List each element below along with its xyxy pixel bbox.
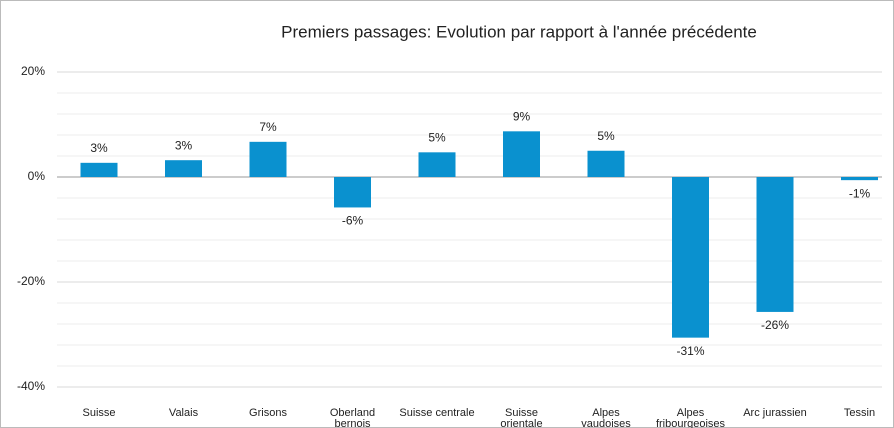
bar xyxy=(841,177,878,181)
x-tick-label: Valais xyxy=(169,407,199,419)
x-tick-label-line: Suisse xyxy=(505,407,538,419)
bar xyxy=(334,177,371,208)
data-label: -26% xyxy=(761,318,789,332)
chart-title: Premiers passages: Evolution par rapport… xyxy=(281,22,757,41)
x-tick-label: Grisons xyxy=(249,407,287,419)
data-label: 3% xyxy=(175,138,193,152)
x-tick-label-line: bernois xyxy=(334,418,371,428)
y-tick-label: 20% xyxy=(21,64,45,78)
bar xyxy=(672,177,709,338)
data-label: 5% xyxy=(597,129,615,143)
x-tick-label-line: Alpes xyxy=(592,407,620,419)
x-tick-label: Suisse orientale xyxy=(500,407,542,428)
data-label: 5% xyxy=(428,130,446,144)
y-tick-label: 0% xyxy=(28,169,46,183)
data-label: 3% xyxy=(90,141,108,155)
data-label: 7% xyxy=(259,120,277,134)
bar xyxy=(503,131,540,177)
x-tick-label-line: fribourgeoises xyxy=(656,418,726,428)
bar xyxy=(587,150,625,177)
bar xyxy=(249,141,287,177)
data-label: 9% xyxy=(513,109,531,123)
y-tick-label: -40% xyxy=(17,379,45,393)
x-tick-label: Suisse centrale xyxy=(399,407,474,419)
data-label: -31% xyxy=(676,344,704,358)
x-tick-label-line: orientale xyxy=(500,418,542,428)
x-tick-label: Suisse xyxy=(82,407,115,419)
data-label: -6% xyxy=(342,214,364,228)
x-tick-label: Alpes vaudoises xyxy=(581,407,631,428)
bar xyxy=(418,152,456,177)
bar xyxy=(165,160,202,177)
y-tick-label: -20% xyxy=(17,274,45,288)
x-tick-label: Oberland bernois xyxy=(330,407,375,428)
x-tick-label: Arc jurassien xyxy=(743,407,807,419)
x-tick-label: Tessin xyxy=(844,407,875,419)
bar xyxy=(756,177,794,312)
x-tick-label: Alpes fribourgeoises xyxy=(656,407,726,428)
x-tick-label-line: Alpes xyxy=(677,407,705,419)
x-tick-label-line: Oberland xyxy=(330,407,375,419)
data-label: -1% xyxy=(849,186,871,200)
x-tick-label-line: vaudoises xyxy=(581,418,631,428)
bar xyxy=(80,162,118,177)
